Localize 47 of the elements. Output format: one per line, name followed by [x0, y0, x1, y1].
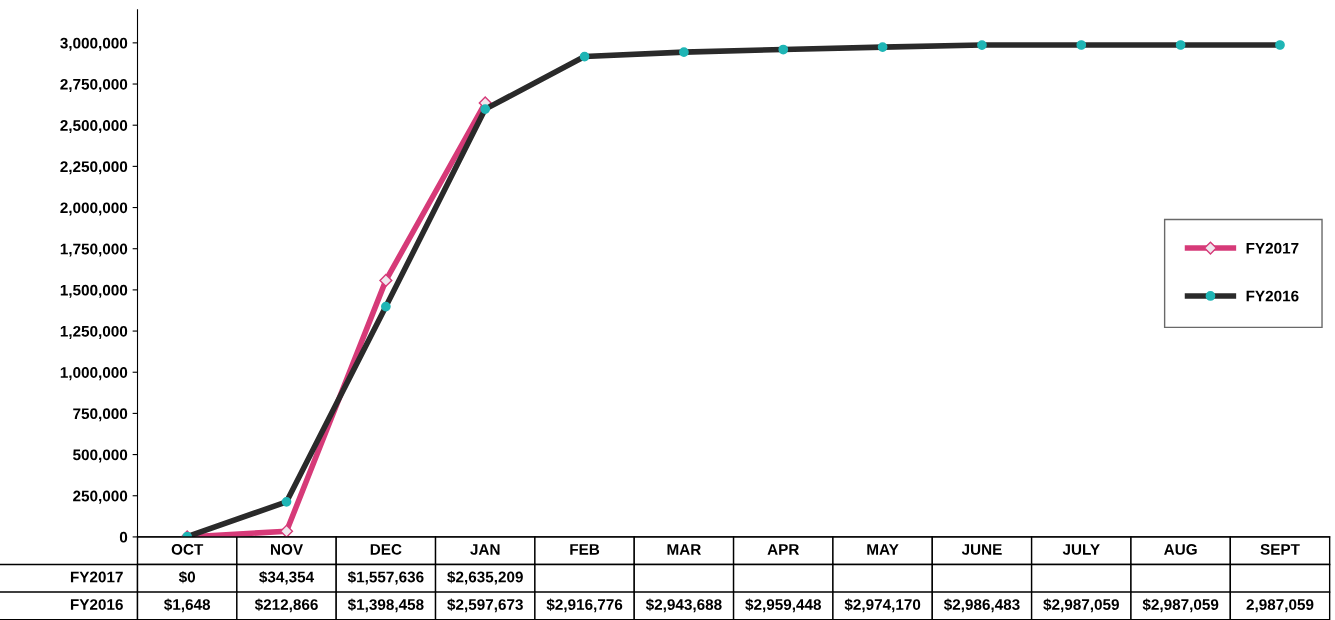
x-tick-label: OCT [171, 543, 204, 555]
y-tick-label: 3,000,000 [60, 37, 128, 51]
data-label: $2,959,448 [745, 598, 822, 613]
x-tick-label: DEC [370, 543, 402, 555]
x-tick-label: NOV [270, 543, 303, 555]
y-tick-label: 2,000,000 [60, 202, 128, 216]
x-tick-label: APR [767, 544, 800, 555]
x-tick-label: SEPT [1260, 543, 1300, 555]
text: FY2016 [70, 599, 123, 610]
data-label: $2,986,483 [943, 598, 1020, 613]
y-tick-label: 1,500,000 [60, 284, 128, 298]
y-tick-label: 750,000 [73, 408, 128, 422]
data-label: $0 [178, 570, 196, 584]
y-tick-label: 2,250,000 [60, 161, 128, 175]
y-tick-label: 1,000,000 [60, 367, 128, 381]
point [279, 524, 294, 537]
data-label: $2,916,776 [546, 598, 623, 613]
x-tick-label: MAY [867, 544, 899, 555]
y-tick-label: 0 [119, 531, 128, 543]
data-label: $2,597,673 [447, 598, 523, 613]
data-label: $2,974,170 [844, 598, 921, 613]
point [379, 273, 393, 287]
y-tick-label: 1,250,000 [60, 325, 128, 339]
y-tick-label: 2,750,000 [60, 78, 128, 92]
data-label: 2,987,059 [1246, 599, 1314, 613]
data-label: $1,648 [164, 598, 211, 613]
data-label: $2,987,059 [1043, 598, 1119, 613]
x-tick-label: JAN [470, 544, 500, 555]
x-tick-label: JULY [1062, 544, 1100, 555]
data-label: $34,354 [259, 570, 315, 585]
data-label: $2,635,209 [447, 570, 523, 585]
x-tick-label: JUNE [961, 544, 1002, 555]
legend-label: FY2017 [1246, 242, 1299, 254]
y-tick-label: 500,000 [73, 449, 128, 463]
data-label: $212,866 [254, 598, 318, 613]
data-label: $2,987,059 [1142, 598, 1219, 613]
x-tick-label: FEB [570, 544, 600, 555]
legend-label: FY2016 [1246, 290, 1299, 302]
text: FY2017 [70, 571, 123, 583]
y-tick-label: 1,750,000 [60, 243, 128, 257]
data-label: $1,557,636 [347, 570, 424, 585]
x-tick-label: MAR [667, 544, 701, 555]
data-label: $1,398,458 [347, 598, 424, 613]
y-tick-label: 2,500,000 [60, 120, 128, 134]
data-label: $2,943,688 [645, 598, 722, 613]
y-tick-label: 250,000 [73, 490, 128, 504]
x-tick-label: AUG [1164, 543, 1197, 555]
